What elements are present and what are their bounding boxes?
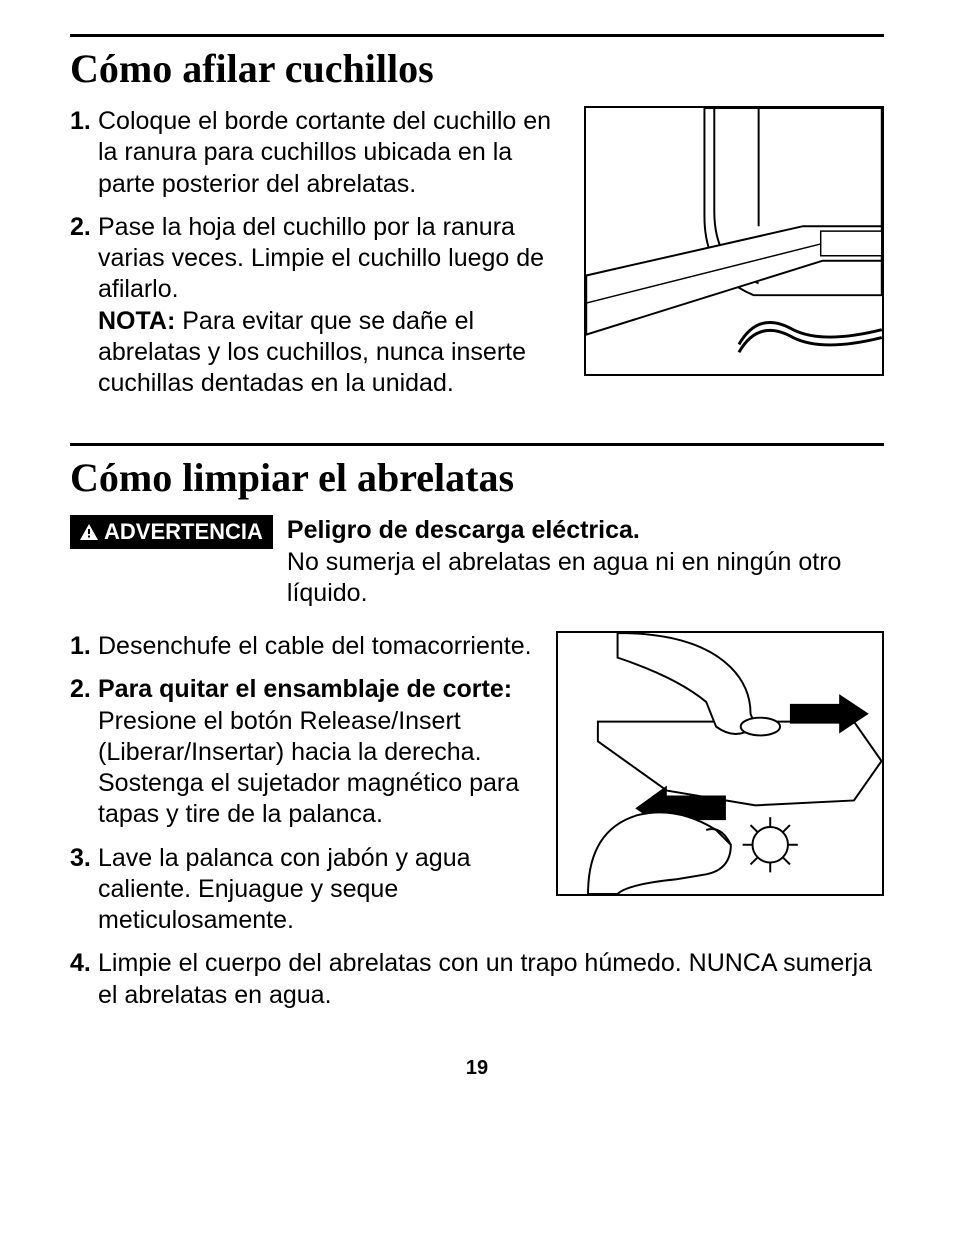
step-item: 1. Desenchufe el cable del tomacorriente… (98, 631, 884, 662)
step-text: Limpie el cuerpo del abrelatas con un tr… (98, 949, 872, 1008)
note-label: NOTA: (98, 307, 175, 335)
step-item: 4. Limpie el cuerpo del abrelatas con un… (98, 948, 884, 1011)
step-number: 4. (70, 948, 91, 979)
step-text: Presione el botón Release/Insert (Libera… (98, 707, 519, 829)
step-text: Pase la hoja del cuchillo por la ranura … (98, 213, 544, 304)
step-number: 1. (70, 631, 91, 662)
warning-text: Peligro de descarga eléctrica. No sumerj… (287, 515, 884, 609)
step-number: 2. (70, 212, 91, 243)
warning-headline: Peligro de descarga eléctrica. (287, 516, 640, 544)
step-text: Desenchufe el cable del tomacorriente. (98, 632, 532, 660)
sharpening-steps: 1. Coloque el borde cortante del cuchill… (70, 106, 884, 399)
step-text: Lave la palanca con jabón y agua calient… (98, 844, 471, 935)
page-number: 19 (70, 1057, 884, 1080)
step-number: 3. (70, 843, 91, 874)
step-number: 2. (70, 674, 91, 705)
section-title-cleaning: Cómo limpiar el abrelatas (70, 454, 884, 501)
warning-badge: ADVERTENCIA (70, 515, 273, 549)
section-divider (70, 443, 884, 446)
step-item: 3. Lave la palanca con jabón y agua cali… (98, 843, 884, 937)
step-number: 1. (70, 106, 91, 137)
warning-box: ADVERTENCIA Peligro de descarga eléctric… (70, 515, 884, 609)
cleaning-steps: 1. Desenchufe el cable del tomacorriente… (70, 631, 884, 1011)
step-lead-bold: Para quitar el ensamblaje de corte: (98, 675, 512, 703)
step-item: 2. Para quitar el ensamblaje de corte: P… (98, 674, 884, 830)
warning-triangle-icon (80, 524, 98, 540)
warning-body: No sumerja el abrelatas en agua ni en ni… (287, 548, 842, 607)
section-divider (70, 34, 884, 37)
warning-label: ADVERTENCIA (104, 519, 263, 545)
section-title-sharpening: Cómo afilar cuchillos (70, 45, 884, 92)
step-item: 1. Coloque el borde cortante del cuchill… (98, 106, 884, 200)
step-text: Coloque el borde cortante del cuchillo e… (98, 107, 551, 198)
step-item: 2. Pase la hoja del cuchillo por la ranu… (98, 212, 884, 400)
